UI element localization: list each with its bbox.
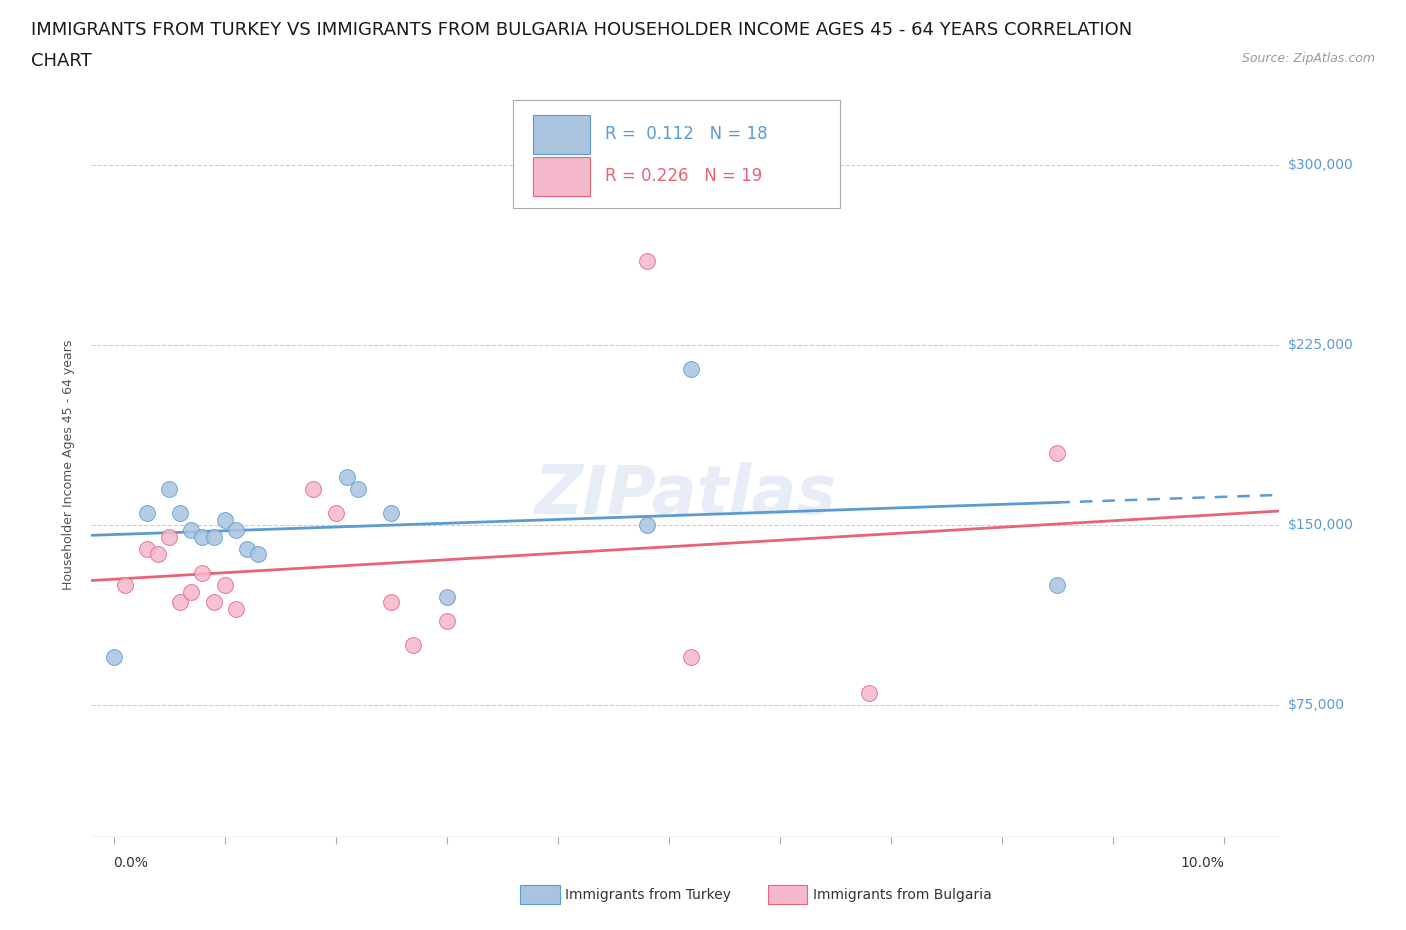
Point (302, 482, 325, 497)
Point (214, 512, 236, 527)
Text: $300,000: $300,000 (1288, 158, 1354, 172)
Point (103, 649, 125, 664)
Point (380, 594, 402, 609)
Text: $75,000: $75,000 (1288, 698, 1344, 712)
Point (157, 482, 180, 497)
Point (636, 518, 658, 533)
Point (191, 529, 214, 544)
Point (135, 541, 157, 556)
Point (202, 594, 225, 609)
Point (402, 638, 425, 653)
Point (1046, 445, 1069, 460)
Point (225, 523, 247, 538)
Point (436, 590, 458, 604)
Point (336, 470, 359, 485)
Text: IMMIGRANTS FROM TURKEY VS IMMIGRANTS FROM BULGARIA HOUSEHOLDER INCOME AGES 45 - : IMMIGRANTS FROM TURKEY VS IMMIGRANTS FRO… (31, 21, 1132, 39)
Point (169, 506, 191, 521)
Point (191, 565, 214, 580)
Point (436, 614, 458, 629)
Text: 10.0%: 10.0% (1180, 856, 1225, 870)
Point (214, 578, 236, 592)
Point (225, 602, 247, 617)
Point (180, 523, 202, 538)
Text: R = 0.226   N = 19: R = 0.226 N = 19 (605, 167, 762, 185)
Point (858, 685, 880, 700)
Point (114, 578, 136, 592)
Text: Immigrants from Bulgaria: Immigrants from Bulgaria (813, 887, 991, 902)
Point (679, 649, 702, 664)
Point (180, 585, 202, 600)
Point (679, 362, 702, 377)
Text: $225,000: $225,000 (1288, 338, 1354, 352)
Y-axis label: Householder Income Ages 45 - 64 years: Householder Income Ages 45 - 64 years (62, 339, 76, 591)
FancyBboxPatch shape (513, 100, 839, 208)
Point (169, 594, 191, 609)
FancyBboxPatch shape (533, 115, 591, 153)
Point (135, 506, 157, 521)
Point (636, 254, 658, 269)
Point (347, 482, 370, 497)
Text: Immigrants from Turkey: Immigrants from Turkey (565, 887, 731, 902)
Text: 0.0%: 0.0% (114, 856, 149, 870)
Text: R =  0.112   N = 18: R = 0.112 N = 18 (605, 126, 768, 143)
Point (202, 529, 225, 544)
Point (325, 506, 347, 521)
Point (236, 541, 259, 556)
Point (146, 546, 169, 561)
Point (157, 529, 180, 544)
Point (380, 506, 402, 521)
Text: $150,000: $150,000 (1288, 518, 1354, 532)
Point (1046, 578, 1069, 592)
FancyBboxPatch shape (533, 157, 591, 196)
Text: ZIPatlas: ZIPatlas (534, 462, 837, 527)
Text: CHART: CHART (31, 52, 91, 70)
Point (246, 546, 269, 561)
Text: Source: ZipAtlas.com: Source: ZipAtlas.com (1241, 52, 1375, 65)
